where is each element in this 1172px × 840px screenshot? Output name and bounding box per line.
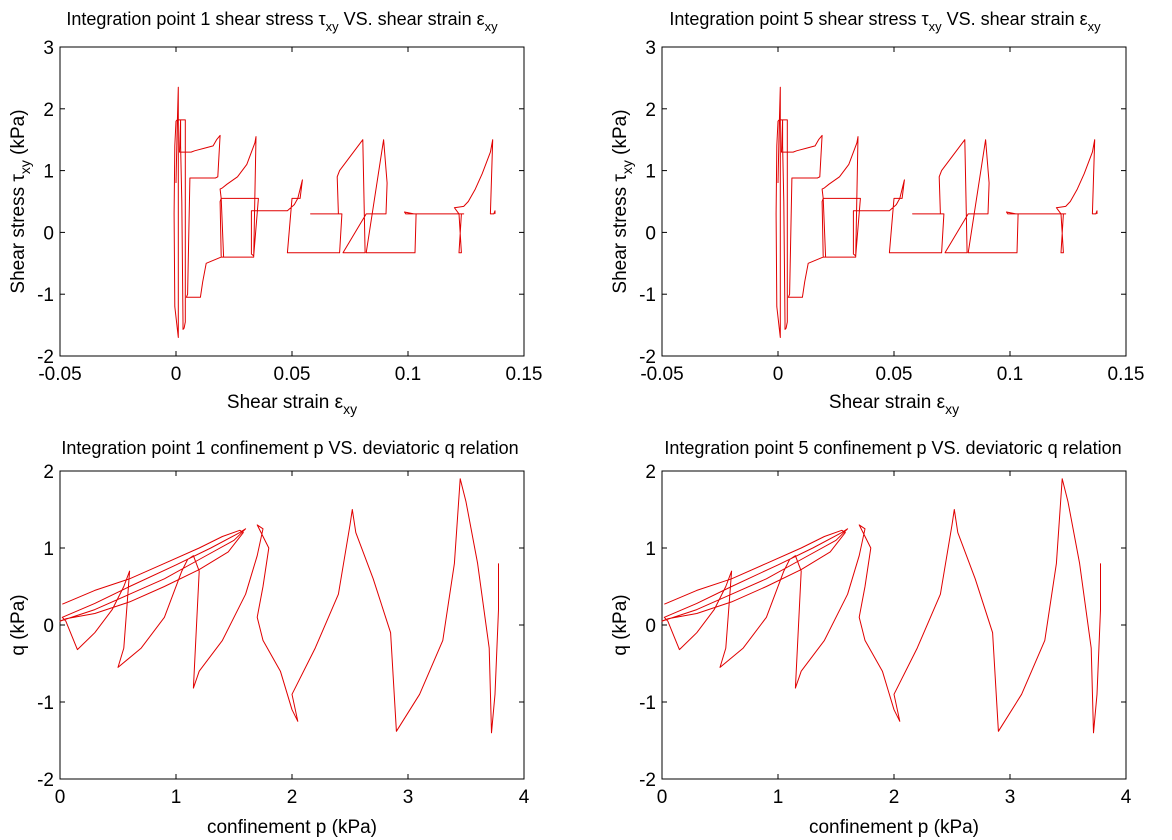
x-tick-label: 0.1 bbox=[395, 364, 421, 385]
x-tick-label: 2 bbox=[889, 787, 900, 808]
title-subscript: xy bbox=[1088, 19, 1102, 34]
y-tick-label: 1 bbox=[645, 162, 656, 183]
series-line bbox=[59, 478, 499, 734]
x-label-subscript: xy bbox=[945, 401, 959, 417]
y-axis-label: q (kPa) bbox=[8, 594, 29, 655]
x-axis-label: Shear strain εxy bbox=[227, 392, 357, 417]
x-axis-label: confinement p (kPa) bbox=[809, 817, 979, 838]
title-text: VS. shear strain ε bbox=[339, 9, 485, 29]
chart-title: Integration point 5 shear stress τxy VS.… bbox=[669, 9, 1101, 34]
y-label-text: Shear stress τ bbox=[610, 174, 631, 294]
y-tick-label: -1 bbox=[37, 693, 54, 714]
chart-title: Integration point 5 confinement p VS. de… bbox=[664, 438, 1121, 458]
x-tick-label: 2 bbox=[287, 787, 298, 808]
y-tick-label: -1 bbox=[639, 285, 656, 306]
axes-box bbox=[59, 470, 525, 780]
series-line bbox=[173, 86, 496, 338]
title-text: Integration point 1 shear stress τ bbox=[66, 9, 325, 29]
y-axis-label: Shear stress τxy (kPa) bbox=[610, 109, 635, 293]
series-line bbox=[661, 478, 1101, 734]
x-tick-label: 4 bbox=[1121, 787, 1132, 808]
series-line bbox=[775, 86, 1098, 338]
x-tick-label: 1 bbox=[171, 787, 182, 808]
title-text: VS. shear strain ε bbox=[942, 9, 1088, 29]
chart-title: Integration point 1 confinement p VS. de… bbox=[61, 438, 518, 458]
chart-title: Integration point 1 shear stress τxy VS.… bbox=[66, 9, 498, 34]
title-text: Integration point 5 confinement p VS. de… bbox=[664, 438, 1121, 458]
x-tick-label: 0 bbox=[657, 787, 668, 808]
y-tick-label: 0 bbox=[43, 223, 54, 244]
x-label-text: confinement p (kPa) bbox=[809, 817, 979, 838]
chart-tl: -0.05 0 0.05 0.1 0.15 -2 -1 0 1 2 3 Integration poi… bbox=[8, 9, 542, 417]
x-tick-label: 0 bbox=[773, 364, 784, 385]
title-subscript: xy bbox=[326, 19, 340, 34]
x-tick-label: 0.15 bbox=[1108, 364, 1145, 385]
x-label-subscript: xy bbox=[343, 401, 357, 417]
y-tick-label: 2 bbox=[43, 100, 54, 121]
y-tick-label: -2 bbox=[37, 770, 54, 791]
y-label-text: q (kPa) bbox=[610, 594, 631, 655]
x-tick-label: 0 bbox=[55, 787, 66, 808]
y-tick-label: -1 bbox=[639, 693, 656, 714]
y-label-text: q (kPa) bbox=[8, 594, 29, 655]
title-subscript: xy bbox=[485, 19, 499, 34]
x-tick-label: 4 bbox=[519, 787, 530, 808]
x-tick-label: 0 bbox=[171, 364, 182, 385]
x-label-text: Shear strain ε bbox=[829, 392, 946, 413]
x-tick-label: 0.1 bbox=[997, 364, 1023, 385]
title-text: Integration point 1 confinement p VS. de… bbox=[61, 438, 518, 458]
y-tick-label: 3 bbox=[645, 38, 656, 59]
y-tick-label: 1 bbox=[43, 539, 54, 560]
x-tick-label: 0.05 bbox=[876, 364, 913, 385]
x-axis-label: confinement p (kPa) bbox=[207, 817, 377, 838]
x-label-text: confinement p (kPa) bbox=[207, 817, 377, 838]
chart-bl: 0 1 2 3 4 -2 -1 0 1 2 Integration point 1 confinem… bbox=[8, 438, 530, 838]
y-tick-label: -1 bbox=[37, 285, 54, 306]
y-tick-label: 0 bbox=[645, 223, 656, 244]
x-tick-label: 3 bbox=[1005, 787, 1016, 808]
x-tick-label: 0.05 bbox=[274, 364, 311, 385]
chart-br: 0 1 2 3 4 -2 -1 0 1 2 Integration point 5 confinem… bbox=[610, 438, 1132, 838]
title-text: Integration point 5 shear stress τ bbox=[669, 9, 928, 29]
x-tick-label: 3 bbox=[403, 787, 414, 808]
title-subscript: xy bbox=[929, 19, 943, 34]
y-label-subscript: xy bbox=[17, 160, 33, 174]
axes-box bbox=[661, 470, 1127, 780]
y-tick-label: 1 bbox=[645, 539, 656, 560]
x-tick-label: -0.05 bbox=[640, 364, 683, 385]
y-tick-label: 2 bbox=[43, 462, 54, 483]
y-label-text: Shear stress τ bbox=[8, 174, 29, 294]
x-tick-label: 0.15 bbox=[506, 364, 543, 385]
chart-tr: -0.05 0 0.05 0.1 0.15 -2 -1 0 1 2 3 Integration poi… bbox=[610, 9, 1144, 417]
y-tick-label: -2 bbox=[37, 347, 54, 368]
y-tick-label: -2 bbox=[639, 347, 656, 368]
y-tick-label: -2 bbox=[639, 770, 656, 791]
x-axis-label: Shear strain εxy bbox=[829, 392, 959, 417]
y-tick-label: 2 bbox=[645, 100, 656, 121]
x-label-text: Shear strain ε bbox=[227, 392, 344, 413]
x-tick-label: 1 bbox=[773, 787, 784, 808]
y-axis-label: Shear stress τxy (kPa) bbox=[8, 109, 33, 293]
y-tick-label: 2 bbox=[645, 462, 656, 483]
x-tick-label: -0.05 bbox=[38, 364, 81, 385]
y-tick-label: 3 bbox=[43, 38, 54, 59]
y-label-text: (kPa) bbox=[8, 109, 29, 160]
y-tick-label: 0 bbox=[645, 616, 656, 637]
y-axis-label: q (kPa) bbox=[610, 594, 631, 655]
y-tick-label: 0 bbox=[43, 616, 54, 637]
y-tick-label: 1 bbox=[43, 162, 54, 183]
y-label-subscript: xy bbox=[619, 160, 635, 174]
y-label-text: (kPa) bbox=[610, 109, 631, 160]
